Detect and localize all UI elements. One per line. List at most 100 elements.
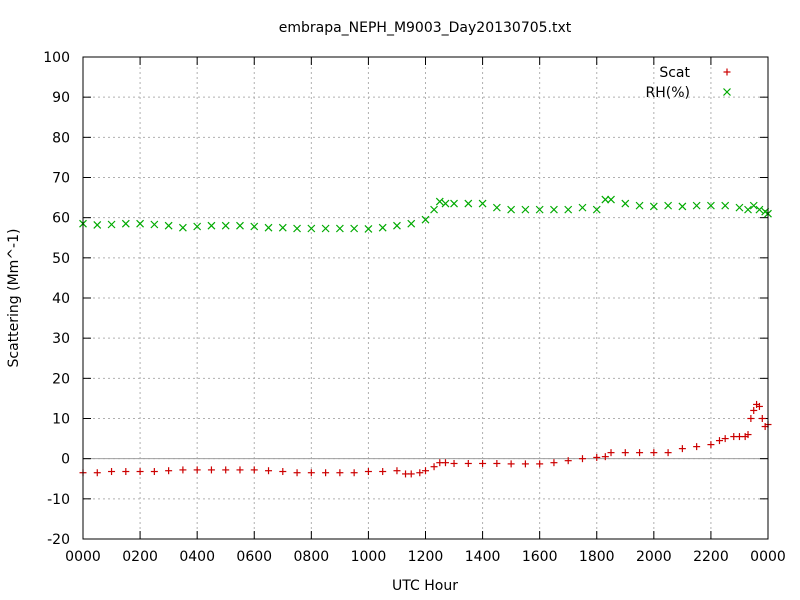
data-point: [693, 443, 701, 451]
data-point: [307, 224, 316, 233]
data-point: [755, 205, 764, 214]
data-point: [721, 201, 730, 210]
data-point: [607, 449, 615, 457]
y-tick-label: 90: [52, 90, 70, 106]
data-point: [635, 201, 644, 210]
legend-marker-symbol: [723, 88, 731, 96]
series-rh: [79, 195, 772, 233]
data-point: [93, 469, 101, 477]
data-point: [207, 466, 215, 474]
data-point: [108, 468, 116, 476]
data-point: [450, 199, 458, 208]
x-tick-label: 2000: [636, 549, 672, 565]
data-point: [441, 459, 449, 467]
series-scat: [79, 400, 772, 478]
y-tick-label: 30: [52, 331, 70, 347]
data-point: [450, 459, 458, 467]
y-tick-label: 40: [52, 291, 70, 307]
data-point: [735, 203, 744, 212]
data-point: [664, 201, 673, 210]
data-point: [707, 441, 715, 449]
data-point: [207, 221, 216, 230]
data-point: [150, 468, 158, 476]
x-tick-label: 0400: [179, 549, 215, 565]
data-point: [521, 205, 530, 214]
data-point: [535, 205, 544, 214]
data-point: [393, 221, 401, 230]
legend-marker-scat: [723, 68, 731, 76]
data-point: [744, 205, 752, 214]
y-tick-label: -20: [47, 532, 70, 548]
data-point: [507, 460, 515, 468]
data-point: [464, 199, 473, 208]
data-point: [550, 205, 558, 214]
data-point: [236, 221, 244, 230]
data-point: [222, 466, 230, 474]
data-point: [121, 219, 130, 228]
data-point: [607, 195, 615, 204]
data-point: [179, 466, 187, 474]
data-point: [136, 219, 145, 228]
data-point: [350, 469, 358, 477]
x-tick-label: 1000: [351, 549, 387, 565]
y-tick-label: 50: [52, 251, 70, 267]
x-axis-label: UTC Hour: [392, 578, 458, 594]
data-point: [621, 199, 630, 208]
data-point: [421, 215, 430, 224]
data-point: [464, 459, 472, 467]
data-point: [236, 466, 244, 474]
data-point: [636, 449, 644, 457]
legend: Scat RH(%): [646, 65, 731, 101]
y-tick-label: 10: [52, 412, 70, 428]
data-point: [293, 224, 301, 233]
data-point: [744, 431, 752, 439]
data-point: [749, 201, 758, 210]
data-point: [493, 459, 501, 467]
data-point: [264, 223, 273, 232]
data-point: [521, 460, 529, 468]
x-tick-label: 1200: [408, 549, 444, 565]
data-point: [250, 222, 259, 231]
data-point: [758, 415, 766, 422]
data-point: [164, 221, 173, 230]
data-point: [592, 205, 601, 214]
data-point: [379, 468, 387, 476]
data-point: [107, 220, 116, 229]
data-point: [564, 205, 573, 214]
data-point: [601, 195, 610, 204]
data-point: [150, 220, 159, 229]
data-point: [507, 205, 516, 214]
data-point: [278, 223, 287, 232]
legend-label-rh: RH(%): [646, 85, 690, 101]
data-point: [747, 415, 755, 422]
x-tick-label: 0000: [65, 549, 101, 565]
data-point: [430, 205, 438, 214]
data-point: [193, 466, 201, 474]
data-point: [492, 203, 501, 212]
data-point: [706, 201, 715, 210]
data-point: [578, 203, 587, 212]
data-point: [93, 220, 102, 229]
data-point: [593, 453, 601, 461]
data-point: [755, 402, 763, 410]
x-tick-label: 1400: [465, 549, 501, 565]
data-point: [715, 437, 723, 445]
data-point: [536, 460, 544, 468]
data-point: [692, 201, 701, 210]
x-tick-label: 0600: [236, 549, 272, 565]
x-tick-label: 1800: [579, 549, 615, 565]
data-point: [293, 469, 301, 477]
data-point: [193, 222, 202, 231]
data-point: [322, 469, 330, 477]
x-tick-label: 2200: [693, 549, 729, 565]
data-point: [416, 469, 424, 477]
data-point: [221, 221, 230, 230]
x-tick-label: 0200: [122, 549, 158, 565]
y-axis-label: Scattering (Mm^-1): [6, 229, 22, 368]
data-point: [335, 224, 344, 233]
legend-label-scat: Scat: [659, 65, 690, 81]
data-point: [178, 223, 187, 232]
data-point: [649, 202, 658, 211]
